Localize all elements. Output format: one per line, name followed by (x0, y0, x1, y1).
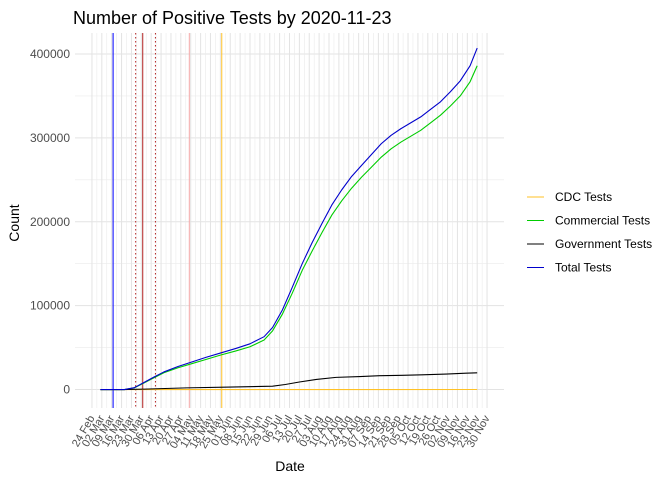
y-tick-label: 0 (63, 383, 70, 397)
legend-label: Government Tests (555, 237, 652, 251)
y-tick-label: 100000 (30, 299, 70, 313)
x-axis-title: Date (275, 458, 305, 474)
legend-label: CDC Tests (555, 190, 612, 204)
reference-lines (112, 33, 223, 408)
legend: CDC Tests Commercial Tests Government Test… (527, 190, 652, 275)
chart-title: Number of Positive Tests by 2020-11-23 (73, 8, 392, 28)
y-axis-title: Count (6, 204, 22, 241)
series-line-government-tests (100, 372, 478, 391)
series-lines (100, 47, 478, 391)
y-tick-label: 400000 (30, 47, 70, 61)
legend-label: Total Tests (555, 261, 611, 275)
y-tick-label: 200000 (30, 215, 70, 229)
series-line-commercial-tests (100, 65, 478, 391)
y-tick-label: 300000 (30, 131, 70, 145)
grid (75, 33, 504, 408)
y-axis-ticks: 0 100000 200000 300000 400000 (30, 47, 70, 397)
series-line-total-tests (100, 47, 478, 391)
legend-label: Commercial Tests (555, 214, 650, 228)
